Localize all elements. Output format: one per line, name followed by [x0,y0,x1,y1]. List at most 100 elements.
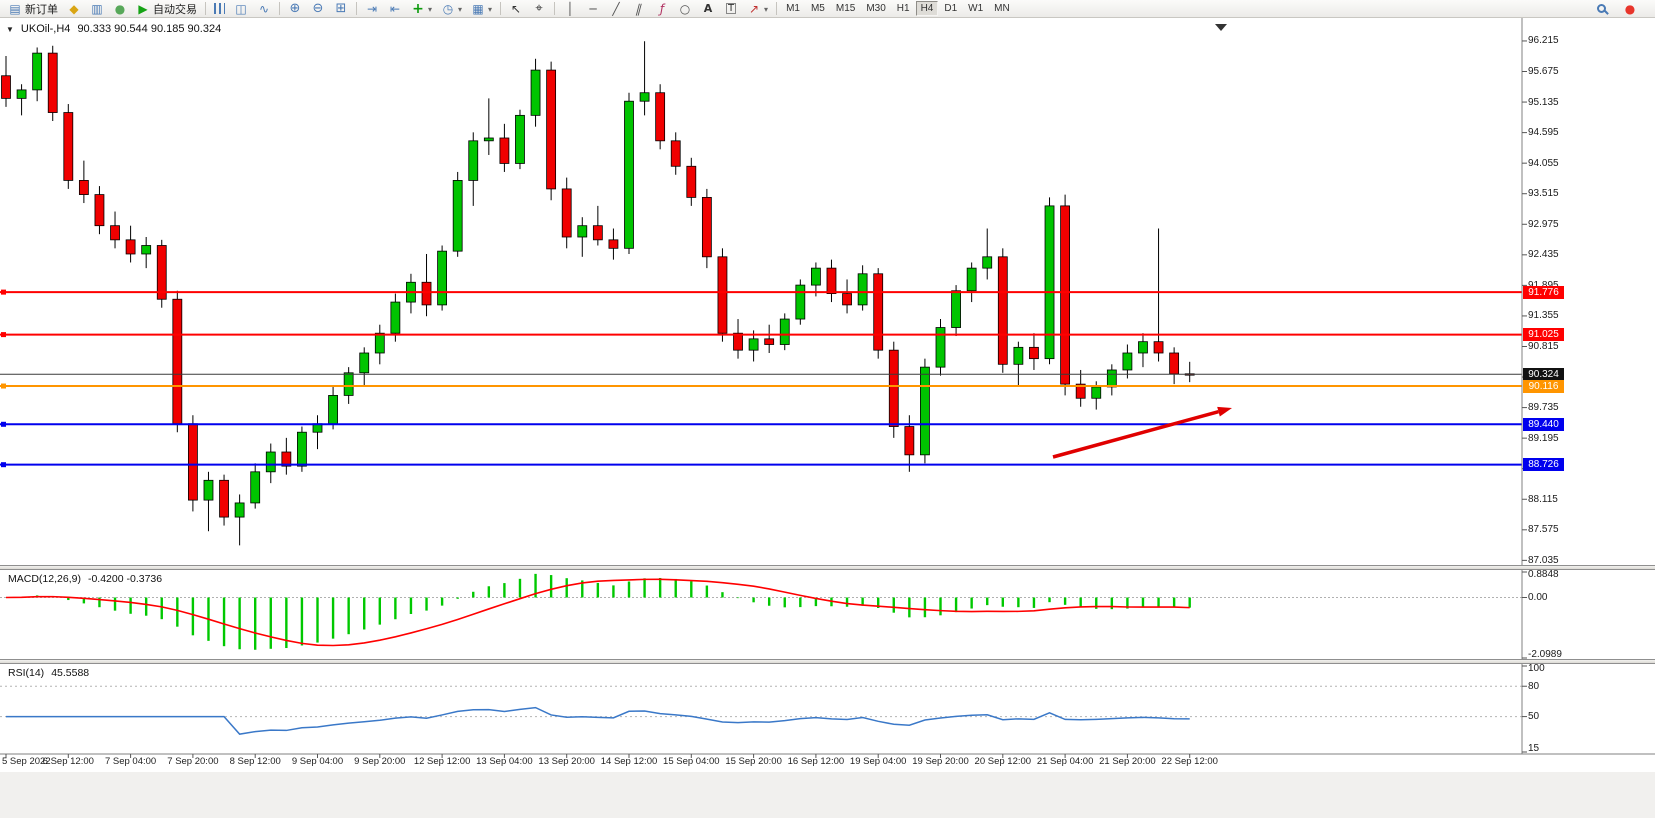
crosshair-button[interactable] [528,1,550,17]
search-button[interactable] [1593,1,1610,17]
bear-candle [1169,352,1180,375]
tile-windows-icon [334,2,348,15]
zoom-in-button[interactable] [284,1,306,17]
red-dot-icon [1623,2,1637,15]
hline-icon [586,2,600,15]
rsi-values: 45.5588 [51,667,90,679]
metaeditor-button[interactable] [63,1,85,17]
bull-candle [857,273,868,306]
horizontal-line-tool-button[interactable] [582,1,604,17]
bull-candle [811,267,821,286]
new-chart-button[interactable] [86,1,108,17]
bear-candle [592,225,603,241]
bear-candle [561,188,572,238]
timeframe-D1[interactable]: D1 [939,1,962,16]
panel-separator-macd[interactable] [0,565,1655,570]
bear-candle [219,479,229,518]
chart-shift-marker[interactable] [1215,24,1227,31]
bull-candle [982,256,993,269]
autotrading-icon [136,2,150,15]
timeframe-H4[interactable]: H4 [915,1,939,16]
bull-candle [1044,205,1055,360]
bar-chart-mode-button[interactable] [210,1,229,17]
bull-candle [935,327,946,368]
new-order-button[interactable]: 新订单 [4,1,62,17]
bull-candle [795,284,806,320]
fibonacci-icon [655,2,669,15]
label-tool-button[interactable] [720,1,742,17]
line-chart-mode-button[interactable] [253,1,275,17]
chart-symbol-period: UKOil-,H4 [20,23,71,35]
bear-candle [1153,341,1164,354]
rsi-line [6,706,1190,735]
bull-candle [748,338,759,351]
chevron-down-icon [428,3,432,15]
label-icon [724,2,738,15]
indicators-icon [411,2,425,15]
shapes-tool-button[interactable] [674,1,696,17]
zoom-out-button[interactable] [307,1,329,17]
line-anchor [1,383,6,389]
toolbar-right-icons [1593,1,1651,17]
bear-candle [172,298,183,425]
cursor-button[interactable] [505,1,527,17]
vertical-line-tool-button[interactable] [559,1,581,17]
templates-button[interactable] [467,1,496,17]
bear-candle [1075,383,1086,399]
chart-dropdown-icon[interactable] [6,23,14,35]
channel-tool-button[interactable] [628,1,650,17]
auto-scroll-button[interactable] [361,1,383,17]
chart-title-bar: UKOil-,H4 90.333 90.544 90.185 90.324 [6,23,221,35]
autotrading-button[interactable]: 自动交易 [132,1,201,17]
bull-candle [250,471,261,504]
timeframe-MN[interactable]: MN [989,1,1015,16]
chart-shift-icon [388,2,402,15]
zoom-in-icon [288,2,302,15]
bear-candle [187,423,198,501]
trend-arrow-line[interactable] [1052,410,1219,459]
bear-candle [655,92,666,142]
bear-candle [1,75,11,99]
timeframe-M1[interactable]: M1 [781,1,805,16]
trendline-icon [609,2,623,15]
periods-button[interactable] [437,1,466,17]
bull-candle [779,318,790,345]
trendline-tool-button[interactable] [605,1,627,17]
line-anchor [1,332,6,338]
chart-shift-button[interactable] [384,1,406,17]
bear-candle [686,165,697,198]
arrow-tool-icon [747,2,761,15]
trend-arrow-head[interactable] [1217,406,1232,417]
bull-candle [1091,386,1102,399]
fibonacci-tool-button[interactable] [651,1,673,17]
tile-windows-button[interactable] [330,1,352,17]
candle-chart-mode-button[interactable] [230,1,252,17]
candlestick-icon [234,2,248,15]
indicators-button[interactable] [407,1,436,17]
bull-candle [483,137,494,142]
timeframe-M15[interactable]: M15 [831,1,860,16]
bull-candle [203,479,214,501]
cursor-icon [509,2,523,15]
bull-candle [577,225,588,238]
panel-separator-rsi[interactable] [0,659,1655,664]
timeframe-H1[interactable]: H1 [892,1,915,16]
bar-chart-icon [214,3,225,14]
timeframe-M30[interactable]: M30 [861,1,890,16]
timeframe-M5[interactable]: M5 [806,1,830,16]
shapes-icon [678,2,692,15]
toolbar-separator [500,2,502,15]
profiles-button[interactable] [109,1,131,17]
bull-candle [920,366,930,456]
arrows-tool-button[interactable] [743,1,772,17]
text-tool-button[interactable] [697,1,719,17]
macd-values: -0.4200 -0.3736 [87,573,163,585]
new-order-label: 新订单 [25,3,58,16]
line-anchor [1,421,6,427]
zoom-out-icon [311,2,325,15]
timeframe-W1[interactable]: W1 [963,1,988,16]
bear-candle [888,349,899,427]
notification-button[interactable] [1619,1,1641,17]
